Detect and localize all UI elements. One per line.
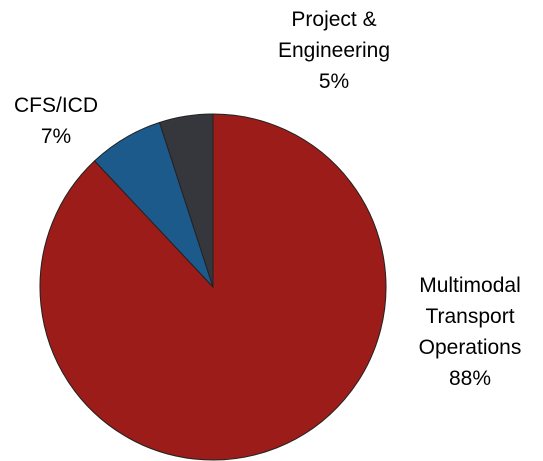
slice-label: Project & Engineering 5%	[258, 4, 410, 97]
category-label: CFS/ICD	[14, 94, 98, 117]
slice-label: Multimodal Transport Operations 88%	[400, 270, 540, 394]
pie-slice	[158, 113, 214, 288]
value-label: 5%	[318, 70, 350, 93]
value-label: 88%	[448, 367, 492, 390]
slice-label: CFS/ICD 7%	[0, 90, 112, 152]
category-label: Multimodal Transport Operations	[418, 274, 522, 359]
value-label: 7%	[40, 125, 72, 148]
category-label: Project & Engineering	[277, 8, 391, 62]
